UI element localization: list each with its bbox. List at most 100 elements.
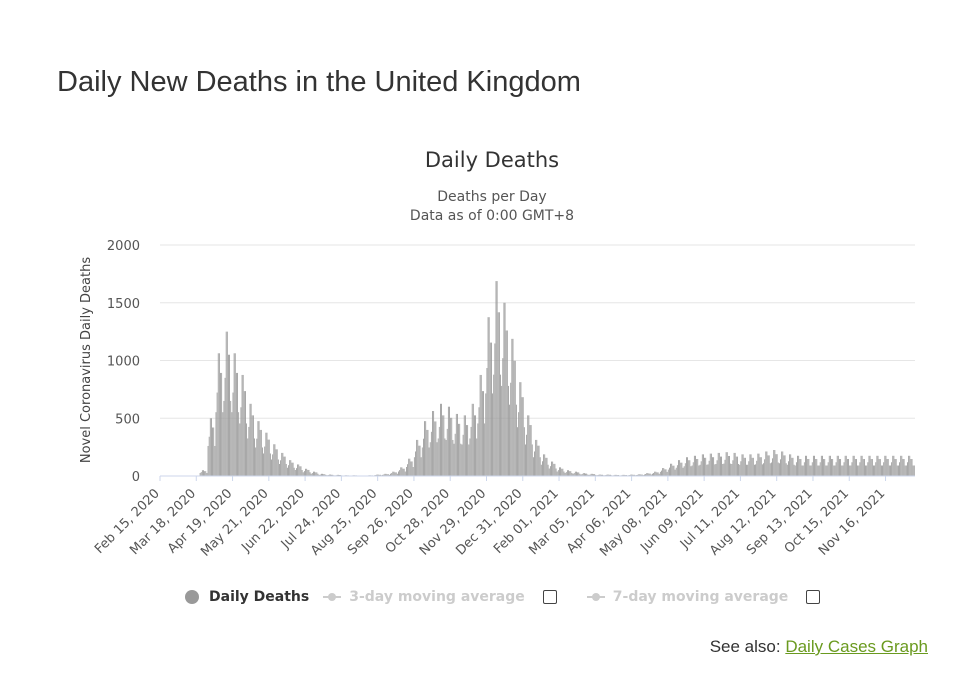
bar-daily-deaths <box>698 465 700 476</box>
bar-daily-deaths <box>803 462 805 476</box>
bar-daily-deaths <box>249 403 251 476</box>
bar-daily-deaths <box>383 474 385 476</box>
bar-daily-deaths <box>801 465 803 476</box>
bar-daily-deaths <box>693 455 695 476</box>
toggle-7-day-checkbox[interactable] <box>806 590 821 604</box>
bar-daily-deaths <box>200 472 202 476</box>
bar-daily-deaths <box>812 455 814 476</box>
bar-daily-deaths <box>257 421 259 476</box>
bar-daily-deaths <box>536 439 538 476</box>
bar-daily-deaths <box>850 465 852 476</box>
daily-cases-graph-link[interactable]: Daily Cases Graph <box>785 637 928 656</box>
bar-daily-deaths <box>743 457 745 476</box>
bar-daily-deaths <box>301 469 303 476</box>
bar-daily-deaths <box>427 429 429 476</box>
gridlines <box>160 244 915 419</box>
bar-daily-deaths <box>401 467 403 476</box>
bar-daily-deaths <box>547 464 549 476</box>
bar-daily-deaths <box>384 473 386 476</box>
bar-daily-deaths <box>280 460 282 476</box>
legend-item-7-day-moving-average[interactable]: 7-day moving average <box>586 589 837 605</box>
bar-daily-deaths <box>689 460 691 476</box>
bar-daily-deaths <box>600 474 602 476</box>
bar-daily-deaths <box>862 459 864 476</box>
toggle-3-day-checkbox[interactable] <box>542 590 557 604</box>
bar-daily-deaths <box>907 462 908 476</box>
bar-daily-deaths <box>246 423 248 476</box>
bar-daily-deaths <box>290 460 292 476</box>
bar-daily-deaths <box>220 372 221 476</box>
bar-daily-deaths <box>784 455 786 476</box>
bar-daily-deaths <box>615 474 617 476</box>
bar-daily-deaths <box>479 374 481 476</box>
bar-daily-deaths <box>639 474 641 476</box>
bar-daily-deaths <box>229 354 230 476</box>
bar-daily-deaths <box>443 415 445 476</box>
bar-daily-deaths <box>537 445 539 476</box>
bar-daily-deaths <box>903 459 905 476</box>
bar-daily-deaths <box>245 391 246 476</box>
bar-daily-deaths <box>457 413 458 476</box>
bar-daily-deaths <box>205 471 207 476</box>
bar-daily-deaths <box>336 474 338 476</box>
bar-daily-deaths <box>235 372 237 476</box>
bar-daily-deaths <box>610 474 611 476</box>
legend-item-3-day-moving-average[interactable]: 3-day moving average <box>323 589 573 605</box>
bar-daily-deaths <box>900 455 902 476</box>
bar-daily-deaths <box>288 465 289 476</box>
bar-daily-deaths <box>640 474 642 476</box>
bar-daily-deaths <box>447 406 449 476</box>
bar-daily-deaths <box>284 456 286 476</box>
bar-daily-deaths <box>204 471 206 476</box>
bar-daily-deaths <box>767 455 769 476</box>
bar-daily-deaths <box>423 438 424 476</box>
bar-daily-deaths <box>658 473 660 476</box>
bar-daily-deaths <box>462 434 464 476</box>
bar-daily-deaths <box>780 459 781 476</box>
daily-deaths-chart: Daily Deaths Deaths per Day Data as of 0… <box>79 148 915 560</box>
bar-daily-deaths <box>248 426 250 476</box>
bar-daily-deaths <box>899 462 900 476</box>
bar-daily-deaths <box>911 459 913 476</box>
bar-daily-deaths <box>765 451 767 476</box>
bar-daily-deaths <box>789 454 791 476</box>
bar-series-daily-deaths <box>191 281 915 477</box>
bar-daily-deaths <box>890 465 891 476</box>
bar-daily-deaths <box>531 444 533 476</box>
bar-daily-deaths <box>633 474 635 476</box>
legend-item-daily-deaths[interactable]: Daily Deaths <box>185 589 309 605</box>
bar-daily-deaths <box>410 461 412 476</box>
bar-daily-deaths <box>840 459 842 476</box>
bar-daily-deaths <box>527 415 529 476</box>
bar-daily-deaths <box>212 427 213 476</box>
bar-daily-deaths <box>666 471 668 476</box>
bar-daily-deaths <box>905 465 907 476</box>
bar-daily-deaths <box>561 468 563 476</box>
bar-daily-deaths <box>250 403 252 476</box>
bar-daily-deaths <box>744 457 746 476</box>
bar-daily-deaths <box>298 464 300 476</box>
bar-daily-deaths <box>599 474 601 476</box>
bar-daily-deaths <box>757 453 759 476</box>
bar-daily-deaths <box>572 473 574 476</box>
bar-daily-deaths <box>213 427 215 476</box>
bar-daily-deaths <box>297 464 299 476</box>
bar-daily-deaths <box>853 455 855 476</box>
bar-daily-deaths <box>768 455 770 476</box>
bar-daily-deaths <box>650 474 652 476</box>
bar-daily-deaths <box>683 466 685 476</box>
bar-daily-deaths <box>653 473 654 476</box>
bar-daily-deaths <box>874 465 876 476</box>
bar-daily-deaths <box>393 471 395 476</box>
bar-daily-deaths <box>519 382 521 476</box>
bar-daily-deaths <box>703 454 704 476</box>
bar-daily-deaths <box>790 454 792 476</box>
bar-daily-deaths <box>576 471 577 476</box>
bar-daily-deaths <box>514 360 516 476</box>
bar-daily-deaths <box>545 457 547 476</box>
bar-daily-deaths <box>426 429 428 476</box>
bar-daily-deaths <box>761 464 763 476</box>
bar-daily-deaths <box>578 472 580 476</box>
bar-daily-deaths <box>583 473 585 476</box>
bar-daily-deaths <box>656 472 658 476</box>
